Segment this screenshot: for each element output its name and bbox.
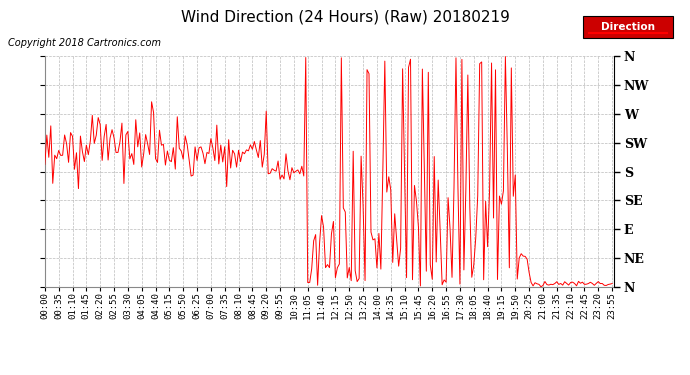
Text: Direction: Direction xyxy=(601,22,655,32)
Text: Copyright 2018 Cartronics.com: Copyright 2018 Cartronics.com xyxy=(8,38,161,48)
Text: Wind Direction (24 Hours) (Raw) 20180219: Wind Direction (24 Hours) (Raw) 20180219 xyxy=(181,9,509,24)
